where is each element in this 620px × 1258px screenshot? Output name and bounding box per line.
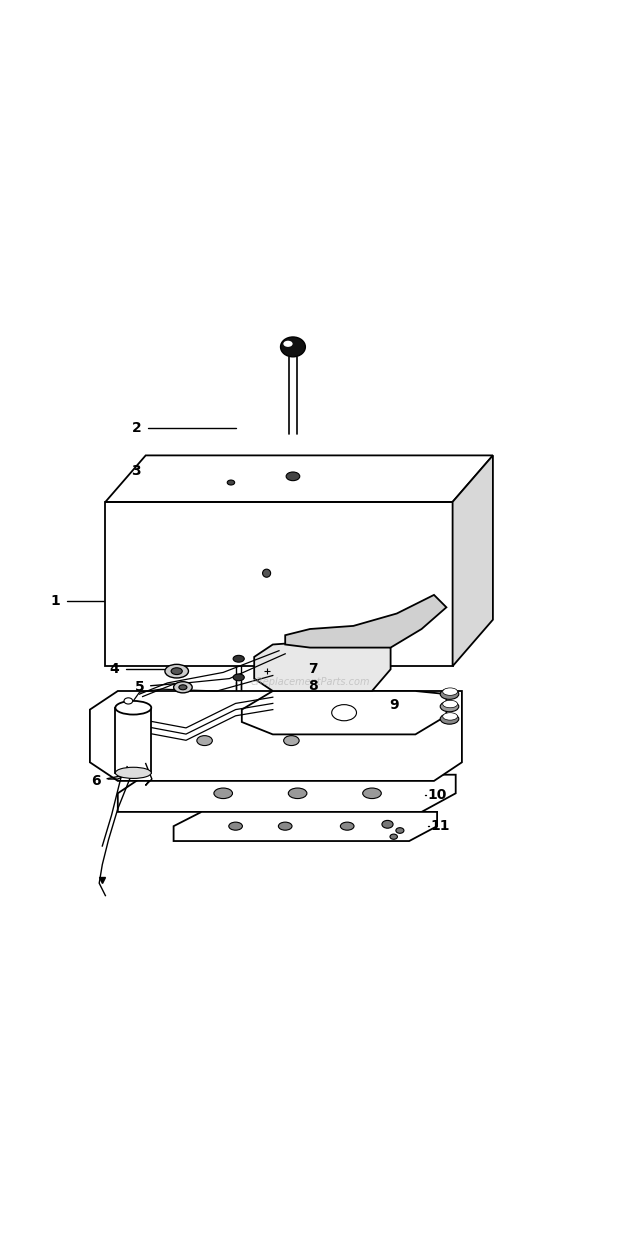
Ellipse shape — [440, 713, 459, 725]
Polygon shape — [453, 455, 493, 667]
Ellipse shape — [115, 701, 151, 715]
Ellipse shape — [390, 834, 397, 839]
Ellipse shape — [214, 788, 232, 799]
Ellipse shape — [281, 337, 306, 357]
Ellipse shape — [197, 736, 212, 746]
Text: 7: 7 — [308, 662, 318, 677]
Text: 2: 2 — [131, 420, 141, 434]
Ellipse shape — [443, 701, 458, 708]
Text: 8: 8 — [308, 679, 318, 693]
Ellipse shape — [124, 698, 133, 704]
Polygon shape — [90, 691, 462, 781]
Ellipse shape — [440, 689, 459, 699]
Ellipse shape — [165, 664, 188, 678]
Text: 3: 3 — [131, 464, 141, 478]
Text: 5: 5 — [135, 679, 144, 693]
Polygon shape — [105, 502, 453, 667]
Ellipse shape — [179, 684, 187, 689]
Text: 4: 4 — [110, 662, 120, 677]
Polygon shape — [254, 638, 391, 691]
Ellipse shape — [443, 688, 458, 696]
Ellipse shape — [283, 736, 299, 746]
Ellipse shape — [440, 701, 459, 712]
Ellipse shape — [443, 713, 458, 720]
Ellipse shape — [115, 767, 151, 779]
Ellipse shape — [174, 682, 192, 693]
Ellipse shape — [229, 823, 242, 830]
Ellipse shape — [233, 655, 244, 662]
Text: 10: 10 — [427, 789, 447, 803]
Polygon shape — [174, 811, 437, 842]
Ellipse shape — [286, 472, 300, 481]
Ellipse shape — [363, 788, 381, 799]
Text: eReplacementParts.com: eReplacementParts.com — [250, 677, 370, 687]
Text: 9: 9 — [389, 698, 399, 712]
Ellipse shape — [340, 823, 354, 830]
Ellipse shape — [288, 788, 307, 799]
Text: 11: 11 — [430, 819, 450, 833]
Ellipse shape — [263, 569, 270, 577]
Ellipse shape — [278, 823, 292, 830]
Ellipse shape — [228, 481, 235, 486]
Polygon shape — [242, 691, 446, 735]
Ellipse shape — [233, 674, 244, 681]
Ellipse shape — [382, 820, 393, 828]
Polygon shape — [115, 708, 151, 772]
Ellipse shape — [396, 828, 404, 833]
Polygon shape — [105, 455, 493, 502]
Polygon shape — [118, 775, 456, 811]
Ellipse shape — [332, 704, 356, 721]
Text: 1: 1 — [51, 594, 61, 608]
Ellipse shape — [171, 668, 182, 674]
Ellipse shape — [283, 341, 293, 347]
Text: 6: 6 — [91, 774, 101, 788]
Polygon shape — [285, 595, 446, 648]
